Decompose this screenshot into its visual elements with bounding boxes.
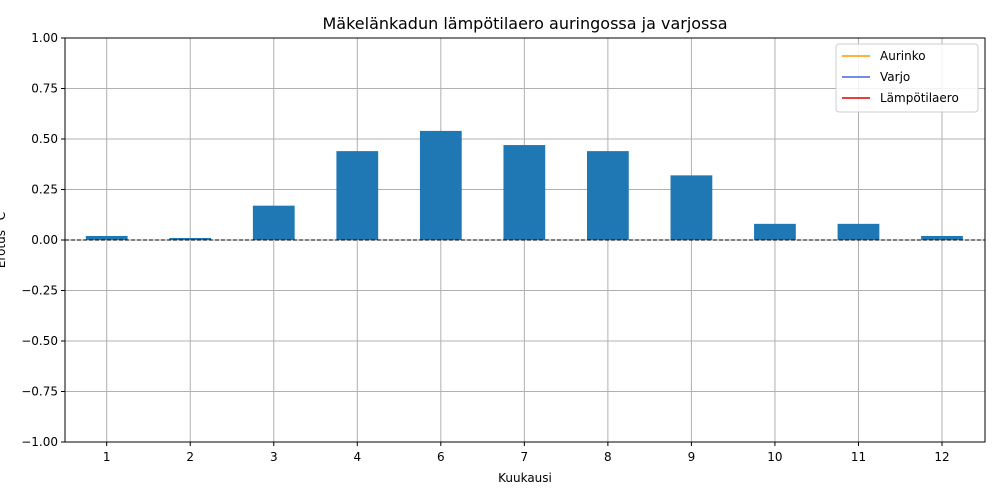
x-tick-label: 10	[767, 450, 782, 464]
x-tick-label: 7	[521, 450, 529, 464]
legend: Aurinko Varjo Lämpötilaero	[835, 43, 979, 113]
y-tick-label: −0.25	[21, 284, 58, 298]
bar-1	[85, 235, 128, 240]
bar-12	[921, 235, 963, 240]
y-tick-label: −1.00	[21, 435, 58, 449]
y-ticks: −1.00 −0.75 −0.50 −0.25 0.00 0.25 0.50 0.75 1.00	[21, 31, 65, 449]
bar-11	[837, 223, 880, 240]
legend-label: Aurinko	[880, 49, 926, 63]
x-tick-label: 2	[186, 450, 194, 464]
x-tick-label: 12	[934, 450, 949, 464]
legend-box	[835, 43, 979, 113]
bar-6	[419, 130, 462, 240]
y-tick-label: 1.00	[31, 31, 58, 45]
bar-9	[670, 175, 713, 240]
y-tick-label: 0.25	[31, 183, 58, 197]
chart-title: Mäkelänkadun lämpötilaero auringossa ja …	[322, 14, 727, 33]
y-tick-label: −0.75	[21, 385, 58, 399]
bar-7	[503, 145, 546, 240]
legend-label: Lämpötilaero	[880, 91, 959, 105]
y-tick-label: −0.50	[21, 334, 58, 348]
bar-2	[169, 237, 212, 240]
bar-3	[252, 205, 295, 240]
bar-10	[754, 223, 796, 240]
bars	[85, 130, 963, 240]
x-axis-label: Kuukausi	[498, 471, 552, 485]
y-tick-label: 0.75	[31, 82, 58, 96]
x-ticks: 1 2 3 4 6 7 8 9 10 11 12	[103, 442, 950, 464]
y-axis-label: Erotus °C	[0, 212, 8, 268]
y-tick-label: 0.50	[31, 132, 58, 146]
x-tick-label: 4	[353, 450, 361, 464]
bar-8	[586, 151, 629, 240]
legend-label: Varjo	[880, 70, 910, 84]
x-tick-label: 11	[851, 450, 866, 464]
x-tick-label: 1	[103, 450, 111, 464]
x-tick-label: 8	[604, 450, 612, 464]
x-tick-label: 9	[688, 450, 696, 464]
y-tick-label: 0.00	[31, 233, 58, 247]
bar-4	[336, 151, 379, 240]
x-tick-label: 3	[270, 450, 278, 464]
x-tick-label: 6	[437, 450, 445, 464]
